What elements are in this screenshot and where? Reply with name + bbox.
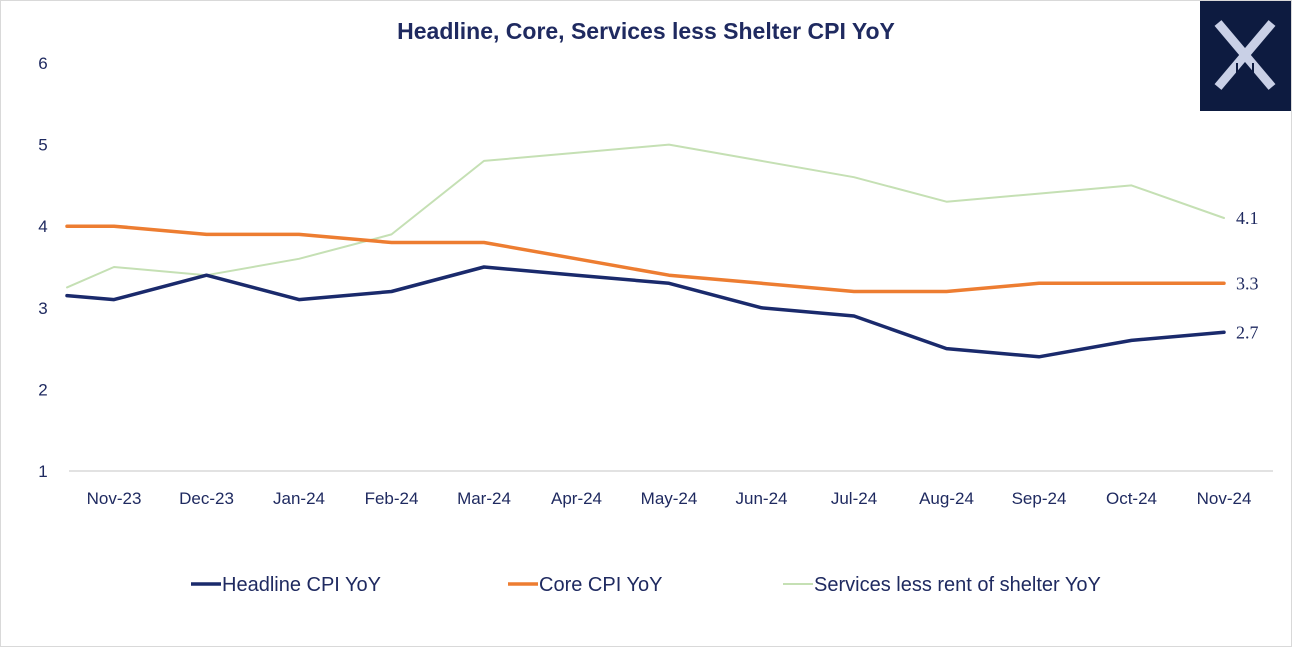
y-tick-label: 5 (38, 136, 47, 155)
x-tick-label: Nov-23 (87, 489, 142, 508)
logo-stripes (1236, 63, 1254, 91)
y-tick-label: 6 (38, 54, 47, 73)
end-labels: 2.7 3.3 4.1 (1236, 208, 1259, 342)
series-line-2 (66, 143, 1225, 289)
x-tick-label: Apr-24 (551, 489, 602, 508)
x-tick-label: May-24 (641, 489, 698, 508)
series-layer (65, 143, 1226, 359)
x-tick-label: Jan-24 (273, 489, 325, 508)
y-axis: 1 2 3 4 5 6 (38, 54, 47, 481)
y-tick-label: 2 (38, 380, 47, 399)
x-tick-label: Nov-24 (1197, 489, 1252, 508)
series-line-0 (65, 265, 1226, 359)
y-tick-label: 3 (38, 299, 47, 318)
x-tick-label: Mar-24 (457, 489, 511, 508)
end-value-label: 3.3 (1236, 273, 1259, 293)
end-value-label: 2.7 (1236, 322, 1259, 342)
x-logo-icon (1214, 20, 1276, 90)
x-tick-label: Feb-24 (365, 489, 419, 508)
x-tick-label: Sep-24 (1012, 489, 1067, 508)
x-tick-label: Dec-23 (179, 489, 234, 508)
legend-label: Headline CPI YoY (222, 574, 381, 596)
chart-title: Headline, Core, Services less Shelter CP… (397, 18, 895, 44)
legend-label: Services less rent of shelter YoY (814, 574, 1101, 596)
x-tick-label: Jun-24 (736, 489, 788, 508)
x-tick-label: Jul-24 (831, 489, 877, 508)
legend: Headline CPI YoY Core CPI YoY Services les… (191, 574, 1101, 596)
brand-logo (1200, 1, 1291, 111)
x-tick-label: Aug-24 (919, 489, 974, 508)
legend-label: Core CPI YoY (539, 574, 662, 596)
series-line-1 (65, 224, 1226, 294)
x-tick-label: Oct-24 (1106, 489, 1157, 508)
x-axis: Nov-23 Dec-23 Jan-24 Feb-24 Mar-24 Apr-24 May-… (87, 489, 1252, 508)
end-value-label: 4.1 (1236, 208, 1259, 228)
y-tick-label: 1 (38, 462, 47, 481)
y-tick-label: 4 (38, 217, 47, 236)
